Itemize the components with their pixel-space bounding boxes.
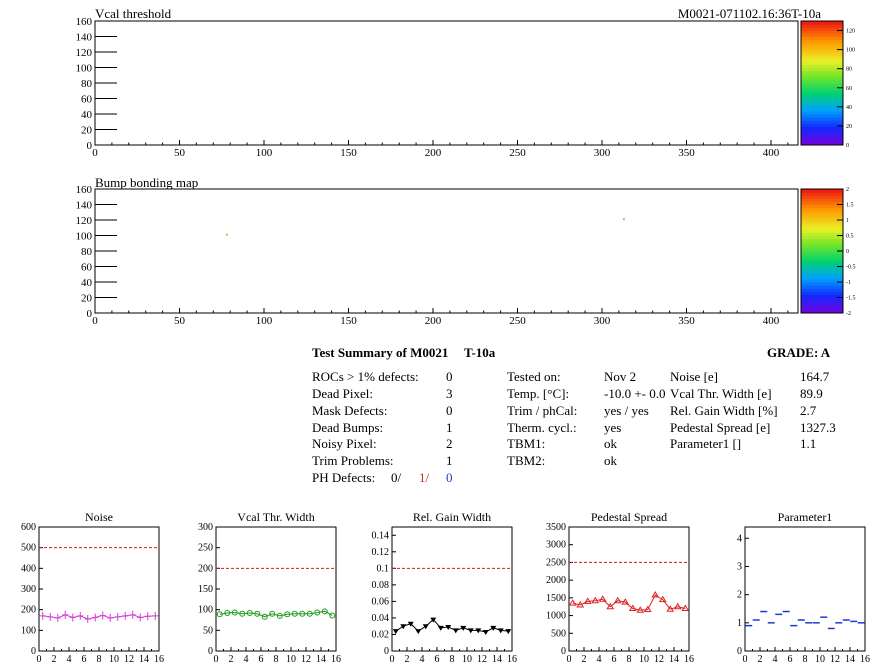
plot-area [95,21,798,145]
